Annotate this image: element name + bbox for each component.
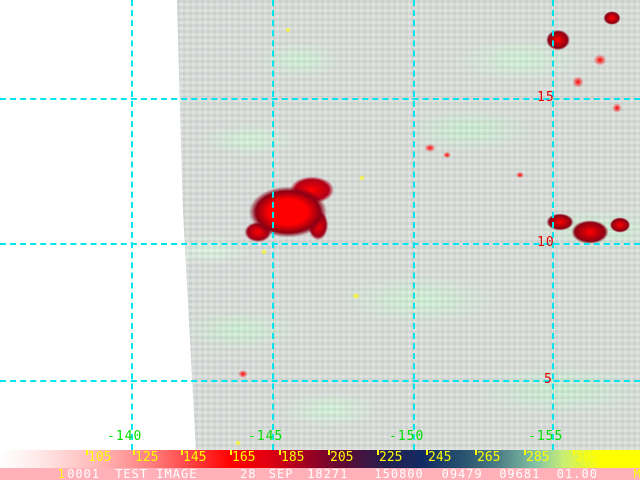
colorbar-tickmark-185 [279,450,281,455]
longitude-label--150: -150 [389,429,425,444]
colorbar-tickmark-265 [475,450,477,455]
colorbar-tick-125: 125 [135,450,159,465]
status-resolution: 01.00 [556,467,598,481]
colorbar-tickmark-125 [133,450,135,455]
colorbar-tickmark-145 [181,450,183,455]
status-element: 09681 [499,467,541,481]
colorbar-tickmark-205 [328,450,330,455]
gridline-longitude--155 [552,0,554,450]
longitude-label--140: -140 [107,429,143,444]
colorbar-tick-205: 205 [330,450,354,465]
status-bar: 1 0001 TEST IMAGE 28 SEP 18271 150800 09… [0,468,640,480]
colorbar-tick-225: 225 [379,450,403,465]
gridline-longitude--145 [272,0,274,450]
colorbar-tickmark-105 [86,450,88,455]
temperature-colorbar[interactable] [0,450,640,468]
colorbar-tick-285: 285 [526,450,550,465]
colorbar-tickmark-245 [426,450,428,455]
gridline-latitude-10 [0,243,640,245]
colorbar-tickmark-225 [377,450,379,455]
gridline-longitude--140 [131,0,133,450]
colorbar-tick-165: 165 [232,450,256,465]
colorbar-tick-185: 185 [281,450,305,465]
status-line: 09479 [441,467,483,481]
gridline-latitude-15 [0,98,640,100]
status-image-name: TEST IMAGE [115,467,198,481]
colorbar-tick-265: 265 [477,450,501,465]
colorbar-tickmark-285 [524,450,526,455]
longitude-label--155: -155 [528,429,564,444]
colorbar-tickmark-165 [230,450,232,455]
status-month: SEP [268,467,294,481]
longitude-label--145: -145 [248,429,284,444]
status-time: 150800 [374,467,424,481]
status-day: 28 [240,467,257,481]
colorbar-tick-245: 245 [428,450,452,465]
status-frame-number: 1 [57,467,66,481]
satellite-swath [177,0,640,450]
latitude-label-10: 10 [537,235,555,250]
status-dataset-number: 0001 [67,467,101,481]
colorbar-tick-105: 105 [88,450,112,465]
colorbar-tickmark-305 [573,450,575,455]
gridline-longitude--150 [413,0,415,450]
satellite-map-view[interactable]: -140 -145 -150 -155 15 10 5 [0,0,640,450]
colorbar-unit-label: [K] [617,452,637,465]
latitude-label-5: 5 [544,372,553,387]
gridline-latitude-5 [0,380,640,382]
colorbar-tick-305: 305 [575,450,599,465]
colorbar-tick-145: 145 [183,450,207,465]
latitude-label-15: 15 [537,90,555,105]
warm-pixel-layer [177,0,640,450]
status-julian-date: 18271 [307,467,349,481]
status-software-label: McIDAS [633,467,640,481]
